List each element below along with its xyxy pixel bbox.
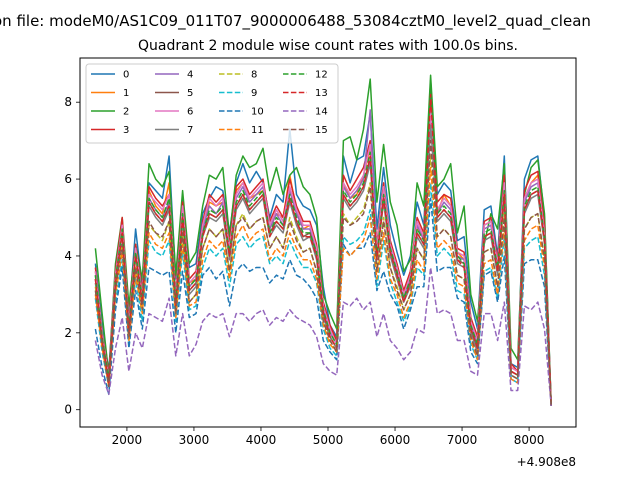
legend-label-14: 14 <box>315 107 328 118</box>
legend-label-2: 2 <box>123 107 129 118</box>
x-tick-label: 4000 <box>246 433 277 447</box>
y-tick-label: 2 <box>64 326 72 340</box>
legend-label-7: 7 <box>187 125 193 136</box>
chart-title: Quadrant 2 module wise count rates with … <box>138 38 518 54</box>
x-tick-label: 7000 <box>447 433 478 447</box>
legend-label-4: 4 <box>187 70 193 81</box>
y-tick-label: 4 <box>64 249 72 263</box>
series-line-13 <box>94 93 552 406</box>
legend-label-12: 12 <box>315 70 328 81</box>
y-tick-label: 8 <box>64 95 72 109</box>
legend-label-1: 1 <box>123 88 129 99</box>
series-line-9 <box>94 182 552 406</box>
legend-label-11: 11 <box>251 125 264 136</box>
x-tick-label: 3000 <box>179 433 210 447</box>
legend-box <box>85 63 339 144</box>
x-tick-label: 6000 <box>380 433 411 447</box>
x-offset-label: +4.908e8 <box>517 455 576 469</box>
figure-title: on file: modeM0/AS1C09_011T07_9000006488… <box>0 12 591 31</box>
legend-label-9: 9 <box>251 88 257 99</box>
series-line-2 <box>94 74 552 406</box>
legend-label-3: 3 <box>123 125 129 136</box>
x-tick-label: 2000 <box>112 433 143 447</box>
y-tick-label: 0 <box>64 403 72 417</box>
series-line-15 <box>94 139 552 406</box>
legend-label-10: 10 <box>251 107 264 118</box>
ticks-layer: 2000 3000 4000 5000 6000 7000 8000 0 2 4 6 8 <box>64 95 544 447</box>
x-tick-label: 8000 <box>514 433 545 447</box>
legend-label-0: 0 <box>123 70 129 81</box>
legend-label-8: 8 <box>251 70 257 81</box>
legend-label-13: 13 <box>315 88 328 99</box>
x-tick-label: 5000 <box>313 433 344 447</box>
legend-label-6: 6 <box>187 107 193 118</box>
series-layer <box>94 74 552 406</box>
series-line-10 <box>94 197 552 406</box>
legend-label-5: 5 <box>187 88 193 99</box>
y-tick-label: 6 <box>64 172 72 186</box>
series-line-14 <box>94 266 552 406</box>
legend-label-15: 15 <box>315 125 328 136</box>
